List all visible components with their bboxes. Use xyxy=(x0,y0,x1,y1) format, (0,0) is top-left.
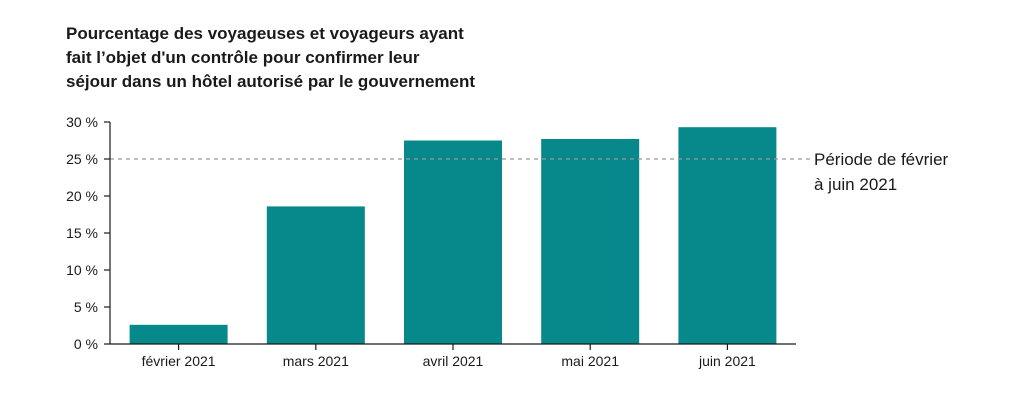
chart-title-line: fait l’objet d'un contrôle pour confirme… xyxy=(66,48,420,67)
y-ticks-group: 0 % 5 % 10 % 15 % 20 % 25 % 30 % xyxy=(66,114,110,352)
reference-line-label: Période de février xyxy=(814,150,949,169)
bar-2 xyxy=(266,206,365,344)
bars-group xyxy=(129,127,777,344)
y-tick-label: 25 % xyxy=(66,151,98,167)
bar-3 xyxy=(404,140,502,344)
chart-title-line: Pourcentage des voyageuses et voyageurs … xyxy=(66,24,464,43)
x-tick-label: mai 2021 xyxy=(561,353,619,369)
chart-title-line: séjour dans un hôtel autorisé par le gou… xyxy=(66,72,476,91)
y-tick-label: 30 % xyxy=(66,114,98,130)
x-tick-label: avril 2021 xyxy=(423,353,484,369)
x-tick-label: mars 2021 xyxy=(283,353,349,369)
bar-5 xyxy=(678,127,777,344)
bar-1 xyxy=(129,324,228,344)
y-tick-label: 10 % xyxy=(66,262,98,278)
x-tick-label: juin 2021 xyxy=(698,353,756,369)
y-tick-label: 20 % xyxy=(66,188,98,204)
x-ticks-group: février 2021 mars 2021 avril 2021 mai 2021 j… xyxy=(142,344,756,369)
reference-label-group: Période de février à juin 2021 xyxy=(814,150,949,194)
chart-title: Pourcentage des voyageuses et voyageurs … xyxy=(66,22,486,94)
reference-line-label: à juin 2021 xyxy=(814,175,897,194)
y-tick-label: 0 % xyxy=(74,336,98,352)
x-tick-label: février 2021 xyxy=(142,353,216,369)
y-tick-label: 5 % xyxy=(74,299,98,315)
y-tick-label: 15 % xyxy=(66,225,98,241)
bar-4 xyxy=(541,139,640,344)
